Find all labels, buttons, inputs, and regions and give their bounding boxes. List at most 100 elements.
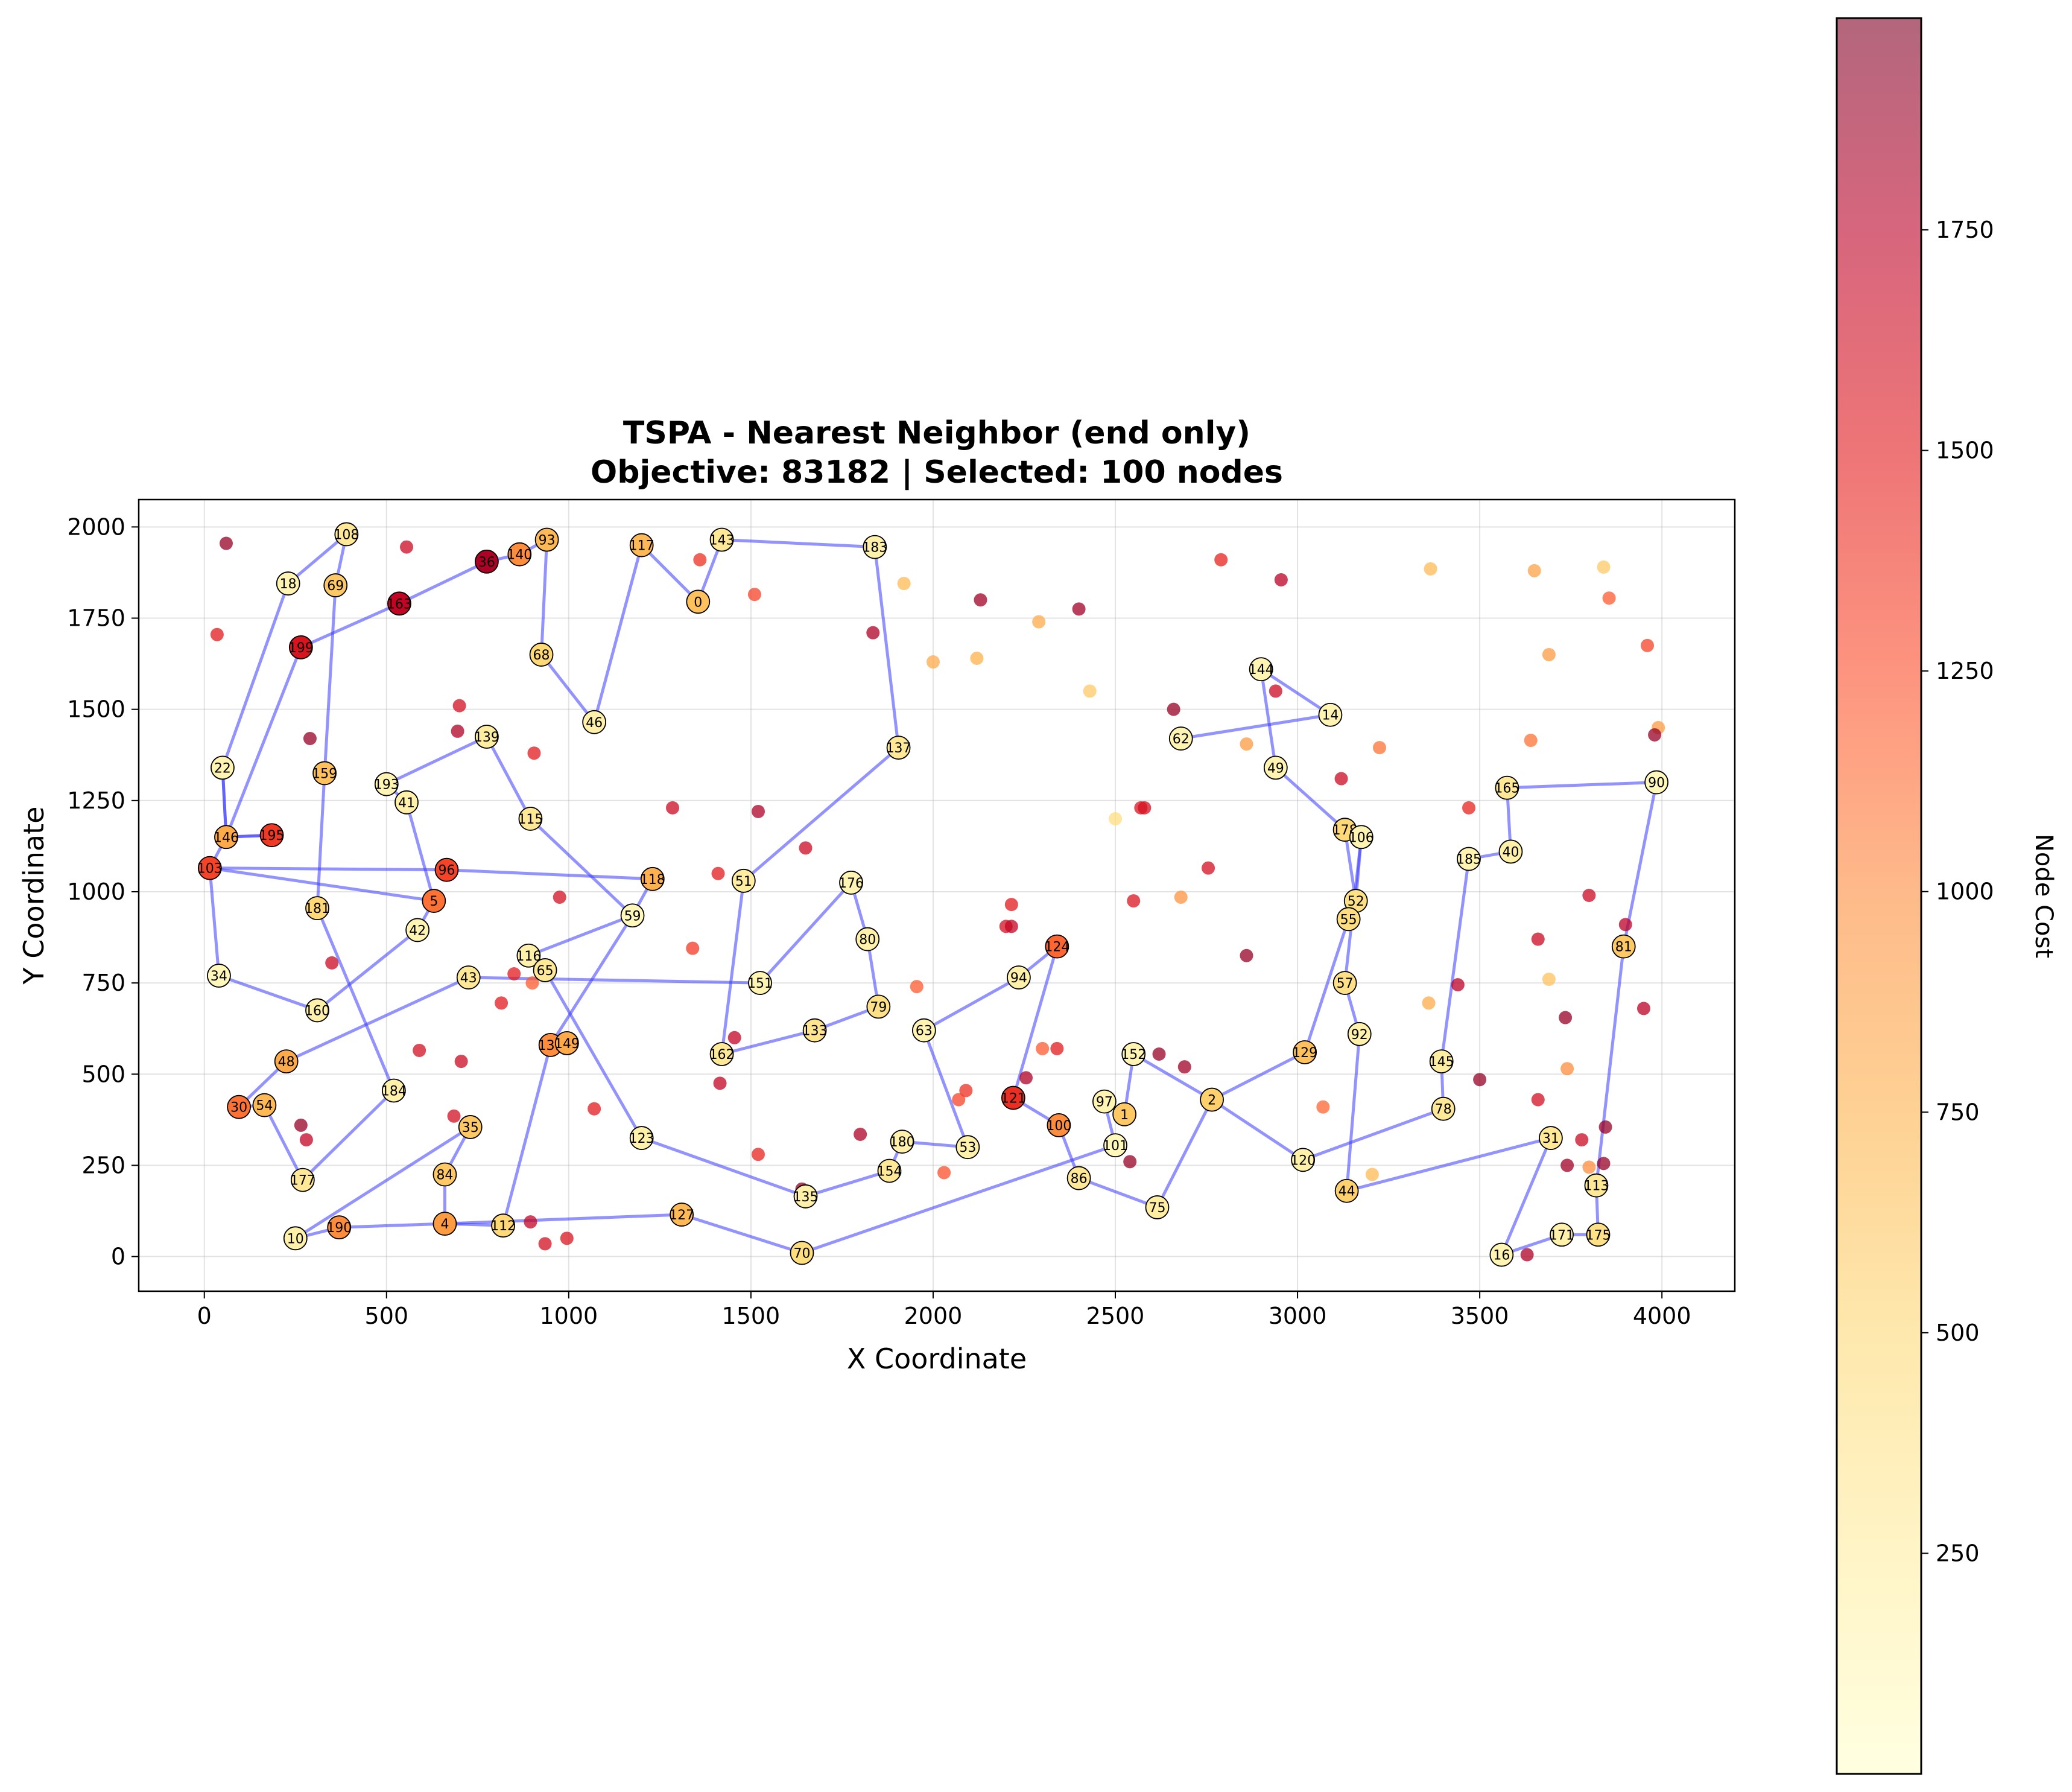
y-tick-label: 1500 — [67, 696, 125, 723]
unselected-node — [937, 1166, 951, 1180]
unselected-node — [1575, 1133, 1589, 1147]
node-id-label: 193 — [374, 778, 399, 793]
selected-node — [1336, 907, 1361, 932]
unselected-node — [1316, 1100, 1330, 1114]
unselected-node — [452, 699, 466, 713]
node-id-label: 149 — [554, 1037, 580, 1052]
unselected-node — [974, 593, 987, 607]
node-id-label: 118 — [640, 872, 665, 888]
unselected-node — [525, 976, 539, 990]
selected-node — [640, 866, 665, 891]
selected-node — [554, 1031, 579, 1055]
node-id-label: 184 — [381, 1084, 407, 1099]
selected-node — [620, 903, 645, 928]
selected-node — [214, 825, 238, 850]
selected-node — [1611, 934, 1636, 959]
unselected-node — [1422, 996, 1436, 1010]
route-segment — [922, 1029, 969, 1148]
node-id-label: 48 — [278, 1055, 295, 1070]
unselected-node — [1527, 564, 1541, 577]
unselected-node — [1109, 812, 1123, 826]
node-id-label: 97 — [1096, 1095, 1113, 1110]
route-segment — [801, 1143, 1116, 1254]
selected-node — [1334, 1178, 1359, 1203]
node-id-label: 42 — [409, 923, 426, 938]
unselected-node — [454, 1055, 468, 1069]
node-id-label: 18 — [280, 577, 297, 592]
route-segment — [873, 547, 901, 748]
node-id-label: 146 — [214, 830, 239, 845]
route-segment — [221, 583, 290, 769]
route-segment — [1507, 781, 1657, 790]
selected-node — [211, 755, 235, 780]
node-id-label: 57 — [1337, 976, 1354, 991]
selected-node — [422, 889, 446, 913]
unselected-node — [1524, 734, 1538, 748]
node-id-label: 106 — [1349, 830, 1374, 845]
unselected-node — [303, 732, 317, 746]
node-id-label: 49 — [1267, 761, 1284, 776]
route-segment — [1345, 1034, 1361, 1191]
node-id-label: 70 — [793, 1247, 810, 1262]
unselected-node — [1451, 978, 1465, 992]
y-tick-label: 500 — [81, 1061, 125, 1087]
selected-node — [1584, 1173, 1609, 1198]
x-tick-label: 1500 — [722, 1303, 781, 1329]
colorbar — [1836, 17, 1922, 1775]
unselected-node — [747, 588, 761, 602]
unselected-node — [1602, 591, 1616, 605]
node-id-label: 140 — [507, 548, 532, 563]
route-segment — [721, 1029, 816, 1056]
selected-node — [670, 1203, 694, 1227]
selected-node — [793, 1184, 818, 1209]
selected-node — [387, 591, 411, 616]
node-id-label: 183 — [862, 541, 887, 556]
selected-node — [1001, 1085, 1025, 1110]
unselected-node — [1618, 918, 1632, 932]
x-tick-label: 2500 — [1086, 1303, 1145, 1329]
node-id-label: 185 — [1456, 853, 1481, 868]
node-id-label: 40 — [1502, 845, 1519, 860]
selected-node — [629, 1126, 654, 1150]
selected-node — [207, 964, 231, 988]
route-segment — [641, 1136, 806, 1198]
selected-node — [252, 1093, 277, 1117]
node-id-label: 143 — [709, 533, 735, 548]
route-segment — [1500, 1137, 1553, 1256]
unselected-node — [1531, 932, 1545, 946]
selected-node — [1291, 1148, 1316, 1172]
node-id-label: 68 — [533, 648, 550, 663]
x-tick-label: 500 — [365, 1303, 409, 1329]
unselected-node — [400, 540, 414, 554]
selected-node — [305, 998, 329, 1023]
node-id-label: 163 — [387, 597, 412, 612]
node-id-label: 75 — [1148, 1201, 1165, 1216]
unselected-node — [560, 1231, 574, 1245]
selected-node — [290, 1168, 315, 1192]
node-id-label: 154 — [876, 1164, 902, 1179]
node-id-label: 34 — [211, 969, 227, 984]
node-id-label: 159 — [312, 766, 337, 781]
x-tick-label: 3000 — [1269, 1303, 1327, 1329]
route-segment — [681, 1213, 803, 1254]
route-segment — [339, 1222, 445, 1229]
route-segment — [540, 653, 596, 723]
selected-node — [866, 994, 891, 1019]
unselected-node — [751, 804, 765, 818]
selected-node — [1293, 1040, 1317, 1064]
colorbar-tick-label: 1250 — [1936, 658, 1994, 684]
selected-node — [709, 527, 734, 552]
unselected-node — [219, 536, 233, 550]
unselected-node — [1641, 638, 1655, 652]
selected-node — [456, 965, 481, 990]
node-id-label: 112 — [490, 1219, 516, 1234]
selected-node — [323, 573, 348, 597]
selected-node — [1249, 657, 1273, 682]
node-id-label: 103 — [197, 862, 223, 877]
node-id-label: 65 — [537, 964, 554, 979]
route-segment — [300, 602, 400, 649]
selected-node — [1145, 1195, 1170, 1219]
unselected-node — [1424, 562, 1437, 576]
route-segment — [721, 538, 875, 549]
unselected-node — [1240, 948, 1253, 962]
